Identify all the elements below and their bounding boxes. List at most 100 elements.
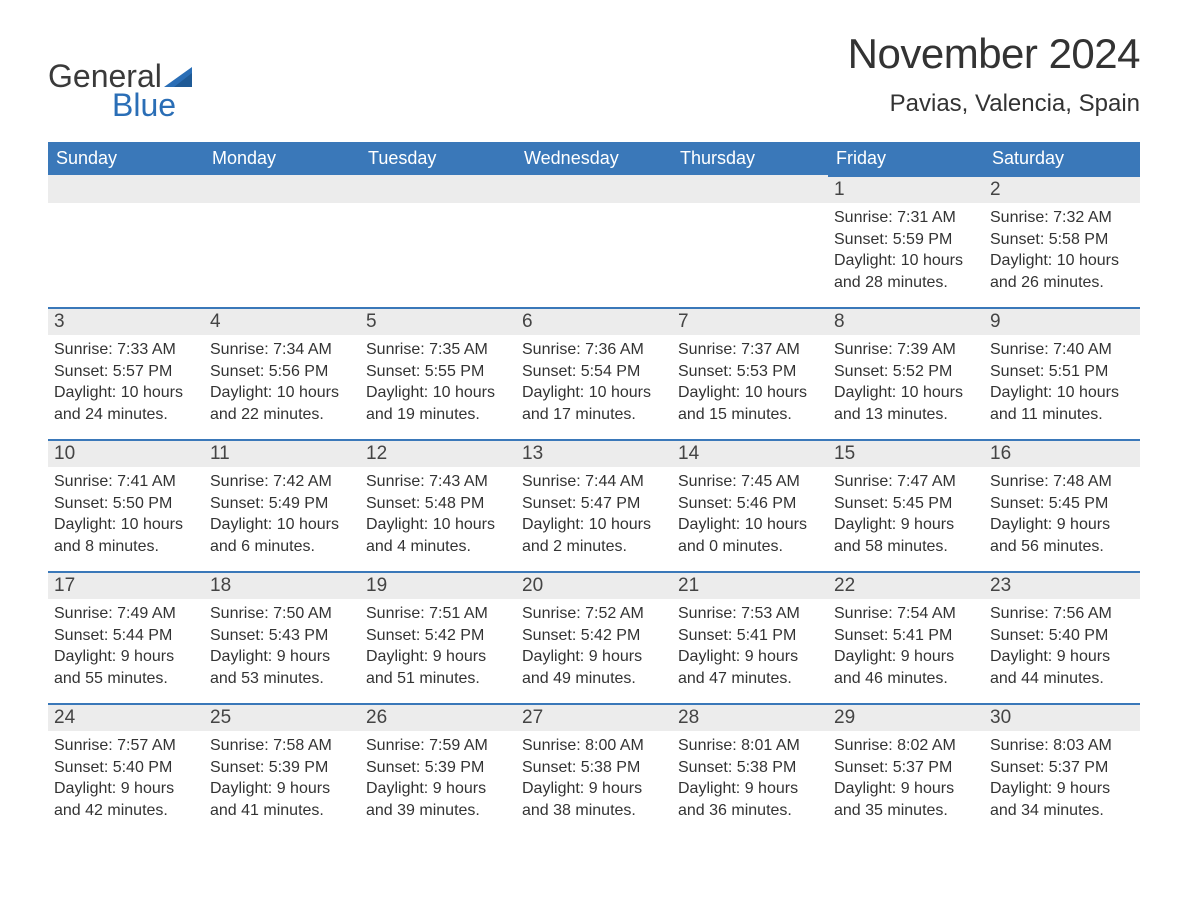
day-body xyxy=(48,203,204,293)
day-cell: 6Sunrise: 7:36 AMSunset: 5:54 PMDaylight… xyxy=(516,307,672,439)
daylight-text-2: and 55 minutes. xyxy=(54,668,198,690)
sunset-text: Sunset: 5:38 PM xyxy=(522,757,666,779)
sunset-text: Sunset: 5:41 PM xyxy=(678,625,822,647)
day-body: Sunrise: 7:31 AMSunset: 5:59 PMDaylight:… xyxy=(828,203,984,303)
location: Pavias, Valencia, Spain xyxy=(848,90,1140,118)
daylight-text-2: and 22 minutes. xyxy=(210,404,354,426)
sunset-text: Sunset: 5:40 PM xyxy=(54,757,198,779)
sunrise-text: Sunrise: 7:48 AM xyxy=(990,471,1134,493)
daylight-text-1: Daylight: 9 hours xyxy=(54,778,198,800)
daylight-text-1: Daylight: 10 hours xyxy=(210,514,354,536)
dow-thursday: Thursday xyxy=(672,142,828,175)
day-body: Sunrise: 7:42 AMSunset: 5:49 PMDaylight:… xyxy=(204,467,360,567)
day-cell: 11Sunrise: 7:42 AMSunset: 5:49 PMDayligh… xyxy=(204,439,360,571)
day-cell: 12Sunrise: 7:43 AMSunset: 5:48 PMDayligh… xyxy=(360,439,516,571)
daylight-text-2: and 4 minutes. xyxy=(366,536,510,558)
daylight-text-1: Daylight: 10 hours xyxy=(678,382,822,404)
daylight-text-2: and 44 minutes. xyxy=(990,668,1134,690)
day-cell: 30Sunrise: 8:03 AMSunset: 5:37 PMDayligh… xyxy=(984,703,1140,835)
daylight-text-2: and 51 minutes. xyxy=(366,668,510,690)
day-body: Sunrise: 7:39 AMSunset: 5:52 PMDaylight:… xyxy=(828,335,984,435)
day-body: Sunrise: 7:48 AMSunset: 5:45 PMDaylight:… xyxy=(984,467,1140,567)
daylight-text-1: Daylight: 9 hours xyxy=(990,514,1134,536)
sunset-text: Sunset: 5:59 PM xyxy=(834,229,978,251)
sunrise-text: Sunrise: 7:39 AM xyxy=(834,339,978,361)
daylight-text-1: Daylight: 10 hours xyxy=(834,382,978,404)
sunrise-text: Sunrise: 7:40 AM xyxy=(990,339,1134,361)
day-cell: 24Sunrise: 7:57 AMSunset: 5:40 PMDayligh… xyxy=(48,703,204,835)
sunset-text: Sunset: 5:41 PM xyxy=(834,625,978,647)
day-number: 5 xyxy=(360,307,516,335)
day-body: Sunrise: 7:35 AMSunset: 5:55 PMDaylight:… xyxy=(360,335,516,435)
day-number xyxy=(204,175,360,203)
sunset-text: Sunset: 5:37 PM xyxy=(990,757,1134,779)
day-cell: 1Sunrise: 7:31 AMSunset: 5:59 PMDaylight… xyxy=(828,175,984,307)
sunset-text: Sunset: 5:54 PM xyxy=(522,361,666,383)
daylight-text-2: and 17 minutes. xyxy=(522,404,666,426)
daylight-text-1: Daylight: 9 hours xyxy=(522,646,666,668)
day-body: Sunrise: 7:33 AMSunset: 5:57 PMDaylight:… xyxy=(48,335,204,435)
sunrise-text: Sunrise: 7:44 AM xyxy=(522,471,666,493)
day-cell: 7Sunrise: 7:37 AMSunset: 5:53 PMDaylight… xyxy=(672,307,828,439)
day-body: Sunrise: 7:44 AMSunset: 5:47 PMDaylight:… xyxy=(516,467,672,567)
sunset-text: Sunset: 5:43 PM xyxy=(210,625,354,647)
month-title: November 2024 xyxy=(848,30,1140,78)
day-number: 3 xyxy=(48,307,204,335)
sunrise-text: Sunrise: 7:45 AM xyxy=(678,471,822,493)
day-number: 14 xyxy=(672,439,828,467)
day-body: Sunrise: 7:53 AMSunset: 5:41 PMDaylight:… xyxy=(672,599,828,699)
day-cell: 26Sunrise: 7:59 AMSunset: 5:39 PMDayligh… xyxy=(360,703,516,835)
sunset-text: Sunset: 5:57 PM xyxy=(54,361,198,383)
day-number: 25 xyxy=(204,703,360,731)
day-cell: 25Sunrise: 7:58 AMSunset: 5:39 PMDayligh… xyxy=(204,703,360,835)
day-body: Sunrise: 7:54 AMSunset: 5:41 PMDaylight:… xyxy=(828,599,984,699)
sunrise-text: Sunrise: 7:57 AM xyxy=(54,735,198,757)
day-cell: 17Sunrise: 7:49 AMSunset: 5:44 PMDayligh… xyxy=(48,571,204,703)
dow-saturday: Saturday xyxy=(984,142,1140,175)
day-body: Sunrise: 8:02 AMSunset: 5:37 PMDaylight:… xyxy=(828,731,984,831)
sunrise-text: Sunrise: 7:53 AM xyxy=(678,603,822,625)
day-number: 2 xyxy=(984,175,1140,203)
sunset-text: Sunset: 5:49 PM xyxy=(210,493,354,515)
day-cell: 14Sunrise: 7:45 AMSunset: 5:46 PMDayligh… xyxy=(672,439,828,571)
day-number: 20 xyxy=(516,571,672,599)
sunrise-text: Sunrise: 8:02 AM xyxy=(834,735,978,757)
day-body: Sunrise: 7:59 AMSunset: 5:39 PMDaylight:… xyxy=(360,731,516,831)
daylight-text-1: Daylight: 9 hours xyxy=(990,646,1134,668)
daylight-text-1: Daylight: 10 hours xyxy=(522,514,666,536)
day-number xyxy=(48,175,204,203)
daylight-text-2: and 35 minutes. xyxy=(834,800,978,822)
sunset-text: Sunset: 5:55 PM xyxy=(366,361,510,383)
daylight-text-2: and 47 minutes. xyxy=(678,668,822,690)
sunrise-text: Sunrise: 7:31 AM xyxy=(834,207,978,229)
day-body: Sunrise: 8:03 AMSunset: 5:37 PMDaylight:… xyxy=(984,731,1140,831)
day-body: Sunrise: 7:37 AMSunset: 5:53 PMDaylight:… xyxy=(672,335,828,435)
day-number: 10 xyxy=(48,439,204,467)
daylight-text-1: Daylight: 9 hours xyxy=(678,778,822,800)
day-number: 18 xyxy=(204,571,360,599)
day-cell xyxy=(48,175,204,307)
sunset-text: Sunset: 5:47 PM xyxy=(522,493,666,515)
daylight-text-1: Daylight: 10 hours xyxy=(990,250,1134,272)
daylight-text-1: Daylight: 10 hours xyxy=(366,382,510,404)
sunrise-text: Sunrise: 8:03 AM xyxy=(990,735,1134,757)
daylight-text-1: Daylight: 9 hours xyxy=(210,778,354,800)
daylight-text-2: and 28 minutes. xyxy=(834,272,978,294)
daylight-text-2: and 24 minutes. xyxy=(54,404,198,426)
day-number: 8 xyxy=(828,307,984,335)
day-body: Sunrise: 7:58 AMSunset: 5:39 PMDaylight:… xyxy=(204,731,360,831)
day-number: 9 xyxy=(984,307,1140,335)
sunset-text: Sunset: 5:42 PM xyxy=(522,625,666,647)
day-number: 30 xyxy=(984,703,1140,731)
sunrise-text: Sunrise: 7:41 AM xyxy=(54,471,198,493)
sunset-text: Sunset: 5:39 PM xyxy=(366,757,510,779)
day-body: Sunrise: 7:51 AMSunset: 5:42 PMDaylight:… xyxy=(360,599,516,699)
daylight-text-1: Daylight: 10 hours xyxy=(522,382,666,404)
sunrise-text: Sunrise: 7:49 AM xyxy=(54,603,198,625)
daylight-text-1: Daylight: 9 hours xyxy=(522,778,666,800)
sunset-text: Sunset: 5:39 PM xyxy=(210,757,354,779)
day-number: 19 xyxy=(360,571,516,599)
title-block: November 2024 Pavias, Valencia, Spain xyxy=(848,30,1140,118)
daylight-text-1: Daylight: 9 hours xyxy=(834,514,978,536)
sunrise-text: Sunrise: 7:35 AM xyxy=(366,339,510,361)
